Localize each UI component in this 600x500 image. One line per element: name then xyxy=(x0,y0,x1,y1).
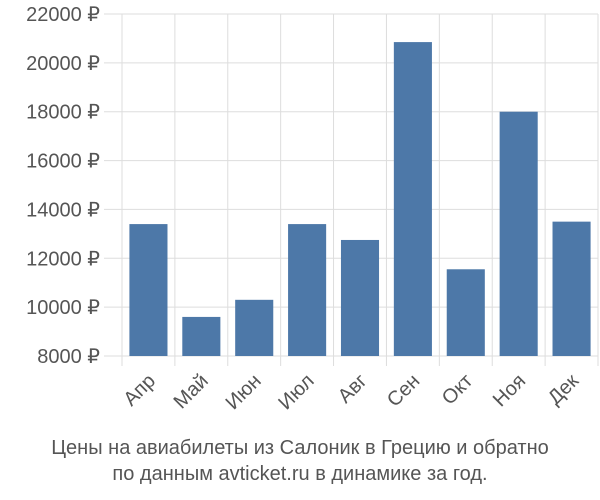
x-tick-label: Июн xyxy=(222,370,266,414)
x-tick-label: Дек xyxy=(544,370,583,409)
bar-8 xyxy=(499,111,538,356)
bar-7 xyxy=(446,269,485,356)
y-tick-label: 12000 ₽ xyxy=(26,248,100,270)
y-tick-label: 10000 ₽ xyxy=(26,297,100,319)
y-tick-label: 8000 ₽ xyxy=(37,346,100,368)
bar-3 xyxy=(235,299,274,356)
y-tick-label: 16000 ₽ xyxy=(26,151,100,173)
x-tick-label: Июл xyxy=(274,370,318,414)
y-axis-tick-labels: 8000 ₽ 10000 ₽ 12000 ₽ 14000 ₽ 16000 ₽ 18000 … xyxy=(26,4,100,368)
x-tick-label: Апр xyxy=(119,370,160,411)
bars xyxy=(129,42,591,356)
x-tick-label: Авг xyxy=(334,370,372,408)
bar-1 xyxy=(129,224,168,356)
x-tick-label: Окт xyxy=(438,370,477,409)
y-tick-label: 18000 ₽ xyxy=(26,102,100,124)
x-tick-label: Ноя xyxy=(489,370,530,411)
grid-lines xyxy=(104,13,599,366)
bar-9 xyxy=(552,221,591,356)
bar-5 xyxy=(340,239,380,356)
bar-6 xyxy=(393,42,432,356)
chart-caption-line-2: по данным avticket.ru в динамике за год. xyxy=(112,463,488,485)
y-tick-label: 20000 ₽ xyxy=(26,53,100,75)
x-tick-label: Май xyxy=(170,370,213,413)
bar-chart: 8000 ₽ 10000 ₽ 12000 ₽ 14000 ₽ 16000 ₽ 18000 … xyxy=(26,4,599,414)
bar-2 xyxy=(182,316,221,356)
y-tick-label: 22000 ₽ xyxy=(26,4,100,26)
bar-4 xyxy=(288,224,327,356)
x-axis-tick-labels: Апр Май Июн Июл Авг Сен Окт Ноя Дек xyxy=(119,370,583,414)
y-tick-label: 14000 ₽ xyxy=(26,199,100,221)
chart-caption-line-1: Цены на авиабилеты из Салоник в Грецию и… xyxy=(51,437,549,459)
x-tick-label: Сен xyxy=(383,370,424,411)
